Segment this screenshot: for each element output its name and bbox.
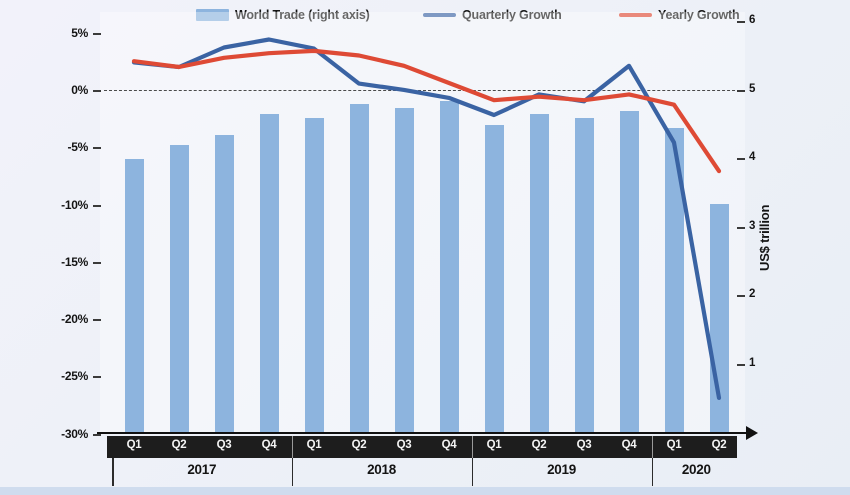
bar	[439, 100, 459, 433]
left-axis-tick-mark	[93, 433, 101, 436]
left-axis-tick-label: 5%	[71, 25, 88, 40]
bar	[529, 114, 549, 433]
left-axis-tick-label: 0%	[71, 83, 88, 97]
legend-item-yearly-growth: Yearly Growth	[619, 8, 740, 22]
quarter-label: Q2	[531, 439, 547, 451]
quarter-label: Q2	[171, 439, 187, 451]
right-axis-tick-label: 2	[749, 288, 756, 300]
year-divider-band	[651, 436, 653, 458]
legend-label-yearly-growth: Yearly Growth	[658, 8, 740, 22]
quarter-label: Q4	[261, 439, 277, 451]
bar	[349, 104, 369, 433]
bar	[709, 203, 729, 433]
right-axis-tick-mark	[737, 158, 745, 160]
right-axis-tick-mark	[737, 363, 745, 366]
left-axis-tick-label: -30%	[61, 426, 88, 441]
legend-item-quarterly-growth: Quarterly Growth	[423, 8, 562, 22]
year-divider-band	[471, 436, 473, 458]
zero-line	[104, 90, 745, 91]
quarterly-growth-line-icon	[423, 13, 456, 17]
left-axis-tick-mark	[93, 90, 101, 92]
quarter-label: Q3	[396, 439, 412, 451]
right-axis-tick-label: 5	[749, 82, 756, 95]
legend-item-world-trade: World Trade (right axis)	[196, 8, 370, 22]
bottom-strip	[0, 487, 850, 495]
right-axis-tick-label: 1	[749, 356, 756, 369]
x-axis-arrow-icon	[746, 426, 758, 440]
quarter-label: Q1	[306, 439, 322, 451]
x-axis-line	[97, 432, 747, 434]
bar	[574, 117, 594, 433]
yearly-growth-line-icon	[619, 13, 652, 17]
year-divider	[291, 458, 293, 486]
bar	[664, 128, 684, 433]
bar	[124, 159, 144, 433]
year-divider	[112, 458, 114, 486]
year-label: 2018	[367, 462, 396, 477]
bar	[259, 114, 279, 433]
quarter-band	[107, 436, 737, 458]
right-axis-tick-label: 4	[749, 151, 756, 163]
quarter-label: Q3	[576, 439, 592, 451]
quarter-label: Q1	[666, 439, 682, 451]
right-axis-tick-mark	[737, 21, 745, 23]
quarter-label: Q4	[621, 439, 637, 451]
quarter-label: Q4	[441, 439, 457, 451]
left-axis-tick-mark	[93, 32, 101, 35]
quarter-label: Q2	[351, 439, 367, 451]
legend-label-world-trade: World Trade (right axis)	[235, 8, 370, 22]
left-axis-tick-label: -25%	[61, 369, 88, 384]
legend-label-quarterly-growth: Quarterly Growth	[462, 8, 562, 22]
legend: World Trade (right axis) Quarterly Growt…	[0, 0, 850, 30]
left-axis-tick-label: -20%	[61, 312, 88, 326]
bar	[484, 124, 504, 433]
left-axis-tick-mark	[93, 376, 101, 379]
bar	[169, 145, 189, 433]
left-axis-tick-label: -10%	[61, 197, 88, 212]
right-axis-tick-mark	[737, 295, 745, 297]
year-label: 2019	[547, 462, 576, 477]
bar	[214, 135, 234, 433]
left-axis-tick-mark	[93, 147, 101, 150]
left-axis-tick-label: -5%	[67, 140, 89, 155]
world-trade-swatch-icon	[196, 9, 229, 21]
right-axis-tick-mark	[737, 89, 745, 92]
bar	[394, 107, 414, 433]
left-axis-tick-mark	[93, 319, 101, 321]
left-axis-tick-label: -15%	[61, 254, 88, 269]
bar	[619, 111, 639, 433]
right-axis-tick-mark	[737, 226, 745, 229]
left-axis-tick-mark	[93, 261, 101, 264]
bar	[304, 117, 324, 433]
year-label: 2020	[681, 462, 711, 477]
left-axis-tick-mark	[93, 204, 101, 207]
right-axis-title: US$ trillion	[757, 204, 772, 272]
right-axis-tick-label: 6	[749, 14, 756, 26]
plot-background	[100, 12, 745, 433]
year-label: 2017	[187, 462, 217, 477]
year-divider-band	[291, 436, 293, 458]
year-divider	[651, 458, 653, 486]
right-axis-tick-label: 3	[749, 219, 756, 232]
quarter-label: Q1	[126, 439, 142, 451]
quarter-label: Q3	[216, 439, 232, 451]
quarter-label: Q1	[486, 439, 502, 451]
quarter-label: Q2	[711, 439, 727, 451]
year-divider	[471, 458, 473, 486]
